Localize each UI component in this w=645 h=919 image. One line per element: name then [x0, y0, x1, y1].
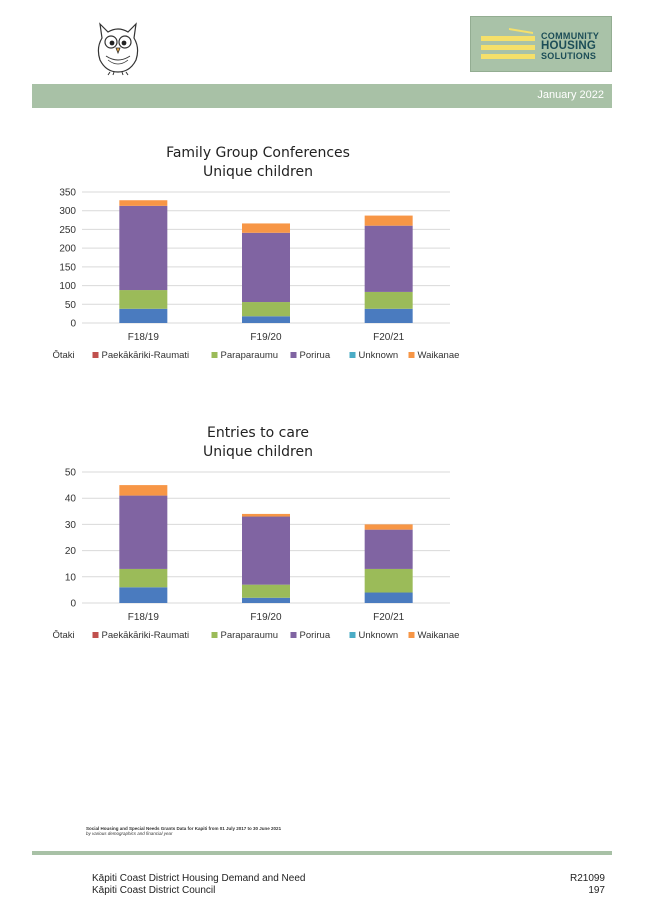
legend-swatch [211, 632, 218, 638]
chs-logo-line1: COMMUNITY [541, 31, 600, 41]
bar-segment [242, 597, 290, 603]
bar-segment [242, 513, 290, 517]
owl-logo-icon [92, 18, 144, 76]
chart-subtitle: Unique children [203, 444, 313, 460]
footer-right: R21099 197 [570, 873, 605, 897]
bar-segment [242, 584, 290, 598]
bar-segment [364, 592, 413, 603]
footer-page-number: 197 [588, 885, 605, 896]
bar-segment [119, 587, 168, 603]
footer-report-code: R21099 [569, 873, 605, 884]
legend-swatch [92, 352, 99, 358]
bar-segment [364, 529, 413, 569]
legend-label: Paraparaumu [221, 630, 279, 641]
y-tick-label: 250 [59, 225, 76, 236]
legend-swatch [290, 632, 297, 638]
legend-label: Paraparaumu [221, 350, 279, 361]
legend-label: Paekākāriki-Raumati [102, 350, 190, 361]
chs-logo-line2: HOUSING [541, 40, 597, 52]
legend-label: Unknown [359, 350, 399, 361]
legend-label: Unknown [359, 630, 399, 641]
header-band: January 2022 [32, 84, 612, 108]
legend-swatch [349, 352, 356, 358]
legend-swatch [408, 632, 415, 638]
legend-label: Waikanae [418, 350, 460, 361]
x-tick-label: F20/21 [373, 332, 405, 343]
source-line2: by various demographics and financial ye… [86, 831, 173, 836]
y-tick-label: 50 [65, 300, 77, 311]
legend-swatch [349, 632, 356, 638]
footer-council: Kāpiti Coast District Council [92, 885, 216, 896]
chart-title: Entries to care [207, 425, 309, 441]
bar-segment [242, 223, 290, 233]
footer-rule [32, 851, 612, 855]
report-date: January 2022 [537, 89, 604, 101]
x-tick-label: F19/20 [250, 612, 282, 623]
y-tick-label: 20 [65, 546, 77, 557]
bar-segment [364, 568, 413, 593]
y-tick-label: 100 [59, 281, 76, 292]
bar-segment [364, 291, 413, 309]
bar-segment [119, 290, 168, 309]
footer-report-title: Kāpiti Coast District Housing Demand and… [92, 873, 306, 884]
bar-segment [242, 302, 290, 317]
legend-label: Ōtaki [53, 350, 75, 361]
y-tick-label: 200 [59, 244, 76, 255]
chart-svg-entries-to-care: Entries to care Unique children 0 10 20 30 40 5… [53, 425, 460, 641]
x-tick-label: F20/21 [373, 612, 405, 623]
house-stripes-icon [481, 28, 535, 59]
chart-title: Family Group Conferences [166, 145, 350, 161]
x-tick-label: F19/20 [250, 332, 282, 343]
bar-segment [119, 205, 168, 291]
bar-segment [119, 200, 168, 206]
bar-segment [119, 308, 168, 323]
y-tick-label: 350 [59, 188, 76, 199]
y-tick-label: 0 [70, 319, 76, 330]
bar-segment [242, 516, 290, 585]
y-tick-label: 150 [59, 262, 76, 273]
y-tick-label: 300 [59, 206, 76, 217]
bar-segment [364, 308, 413, 323]
legend-swatch [408, 352, 415, 358]
chart-subtitle: Unique children [203, 164, 313, 180]
footer-left: Kāpiti Coast District Housing Demand and… [92, 873, 305, 897]
family-group-conferences-chart: Family Group Conferences Unique children 0… [50, 140, 470, 375]
bar-segment [242, 232, 290, 303]
legend-label: Porirua [300, 630, 331, 641]
legend-label: Paekākāriki-Raumati [102, 630, 190, 641]
chs-logo-line3: SOLUTIONS [541, 51, 597, 61]
y-tick-label: 0 [70, 599, 76, 610]
bar-segment [119, 568, 168, 588]
y-tick-label: 10 [65, 572, 77, 583]
bar-segment [364, 225, 413, 292]
legend-swatch [92, 632, 99, 638]
legend-swatch [211, 352, 218, 358]
bar-segment [119, 485, 168, 496]
source-line1: Social Housing and Special Needs Grants … [86, 826, 282, 831]
community-housing-solutions-logo: COMMUNITY HOUSING SOLUTIONS [470, 16, 612, 72]
y-tick-label: 50 [65, 468, 77, 479]
x-tick-label: F18/19 [128, 612, 160, 623]
owl-icon [97, 22, 139, 76]
source-note: Social Housing and Special Needs Grants … [86, 826, 281, 836]
bar-segment [364, 215, 413, 226]
legend-swatch [290, 352, 297, 358]
legend-label: Porirua [300, 350, 331, 361]
x-tick-label: F18/19 [128, 332, 160, 343]
entries-to-care-chart: Entries to care Unique children 0 10 20 30 40 5… [50, 420, 470, 655]
bar-segment [242, 316, 290, 323]
legend-label: Waikanae [418, 630, 460, 641]
bar-segment [364, 524, 413, 530]
y-tick-label: 40 [65, 494, 77, 505]
bar-segment [119, 495, 168, 569]
chs-logo-text: COMMUNITY HOUSING SOLUTIONS [541, 32, 599, 61]
legend-label: Ōtaki [53, 630, 75, 641]
y-tick-label: 30 [65, 520, 77, 531]
chart-svg-family-group-conferences: Family Group Conferences Unique children 0… [53, 145, 460, 361]
